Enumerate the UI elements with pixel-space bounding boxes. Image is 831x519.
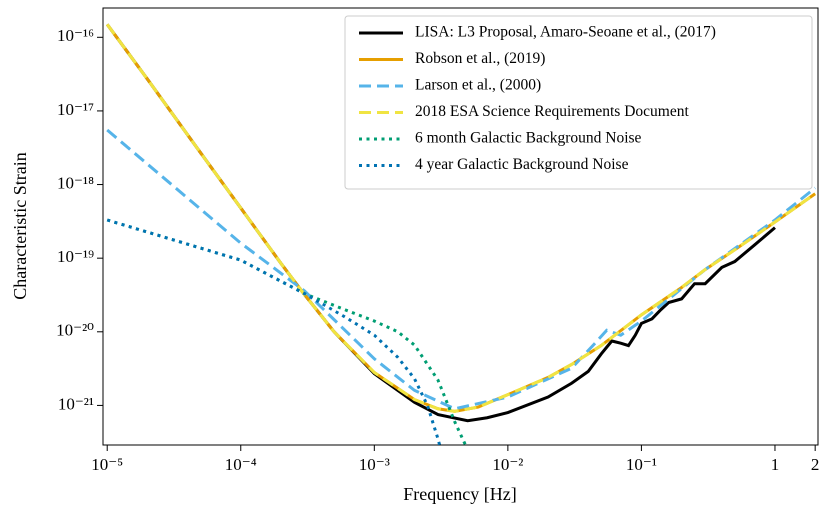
x-tick-label: 10⁻⁵	[91, 455, 123, 474]
x-tick-label: 10⁻⁴	[225, 455, 257, 474]
x-tick-label: 10⁻²	[492, 455, 523, 474]
plot-lines	[106, 23, 817, 445]
y-tick-label: 10⁻¹⁸	[57, 173, 94, 192]
series-line	[106, 218, 442, 445]
legend-label: Larson et al., (2000)	[415, 77, 541, 94]
x-tick-label: 2	[811, 455, 820, 474]
y-tick-label: 10⁻¹⁹	[57, 247, 94, 266]
x-tick-label: 10⁻³	[359, 455, 390, 474]
x-axis-label: Frequency [Hz]	[403, 484, 516, 504]
y-axis-label: Characteristic Strain	[10, 152, 30, 299]
legend-box	[344, 15, 813, 190]
x-tick-label: 1	[771, 455, 780, 474]
series-line	[106, 23, 817, 413]
y-tick-label: 10⁻¹⁶	[57, 26, 94, 45]
y-tick-label: 10⁻²⁰	[56, 321, 94, 340]
legend-label: Robson et al., (2019)	[415, 50, 545, 67]
y-tick-label: 10⁻¹⁷	[57, 100, 94, 119]
legend-label: LISA: L3 Proposal, Amaro-Seoane et al., …	[415, 24, 716, 41]
legend-label: 4 year Galactic Background Noise	[415, 156, 629, 173]
legend-label: 2018 ESA Science Requirements Document	[415, 103, 689, 120]
legend-label: 6 month Galactic Background Noise	[415, 130, 642, 147]
y-tick-label: 10⁻²¹	[58, 394, 94, 413]
x-tick-label: 10⁻¹	[626, 455, 657, 474]
